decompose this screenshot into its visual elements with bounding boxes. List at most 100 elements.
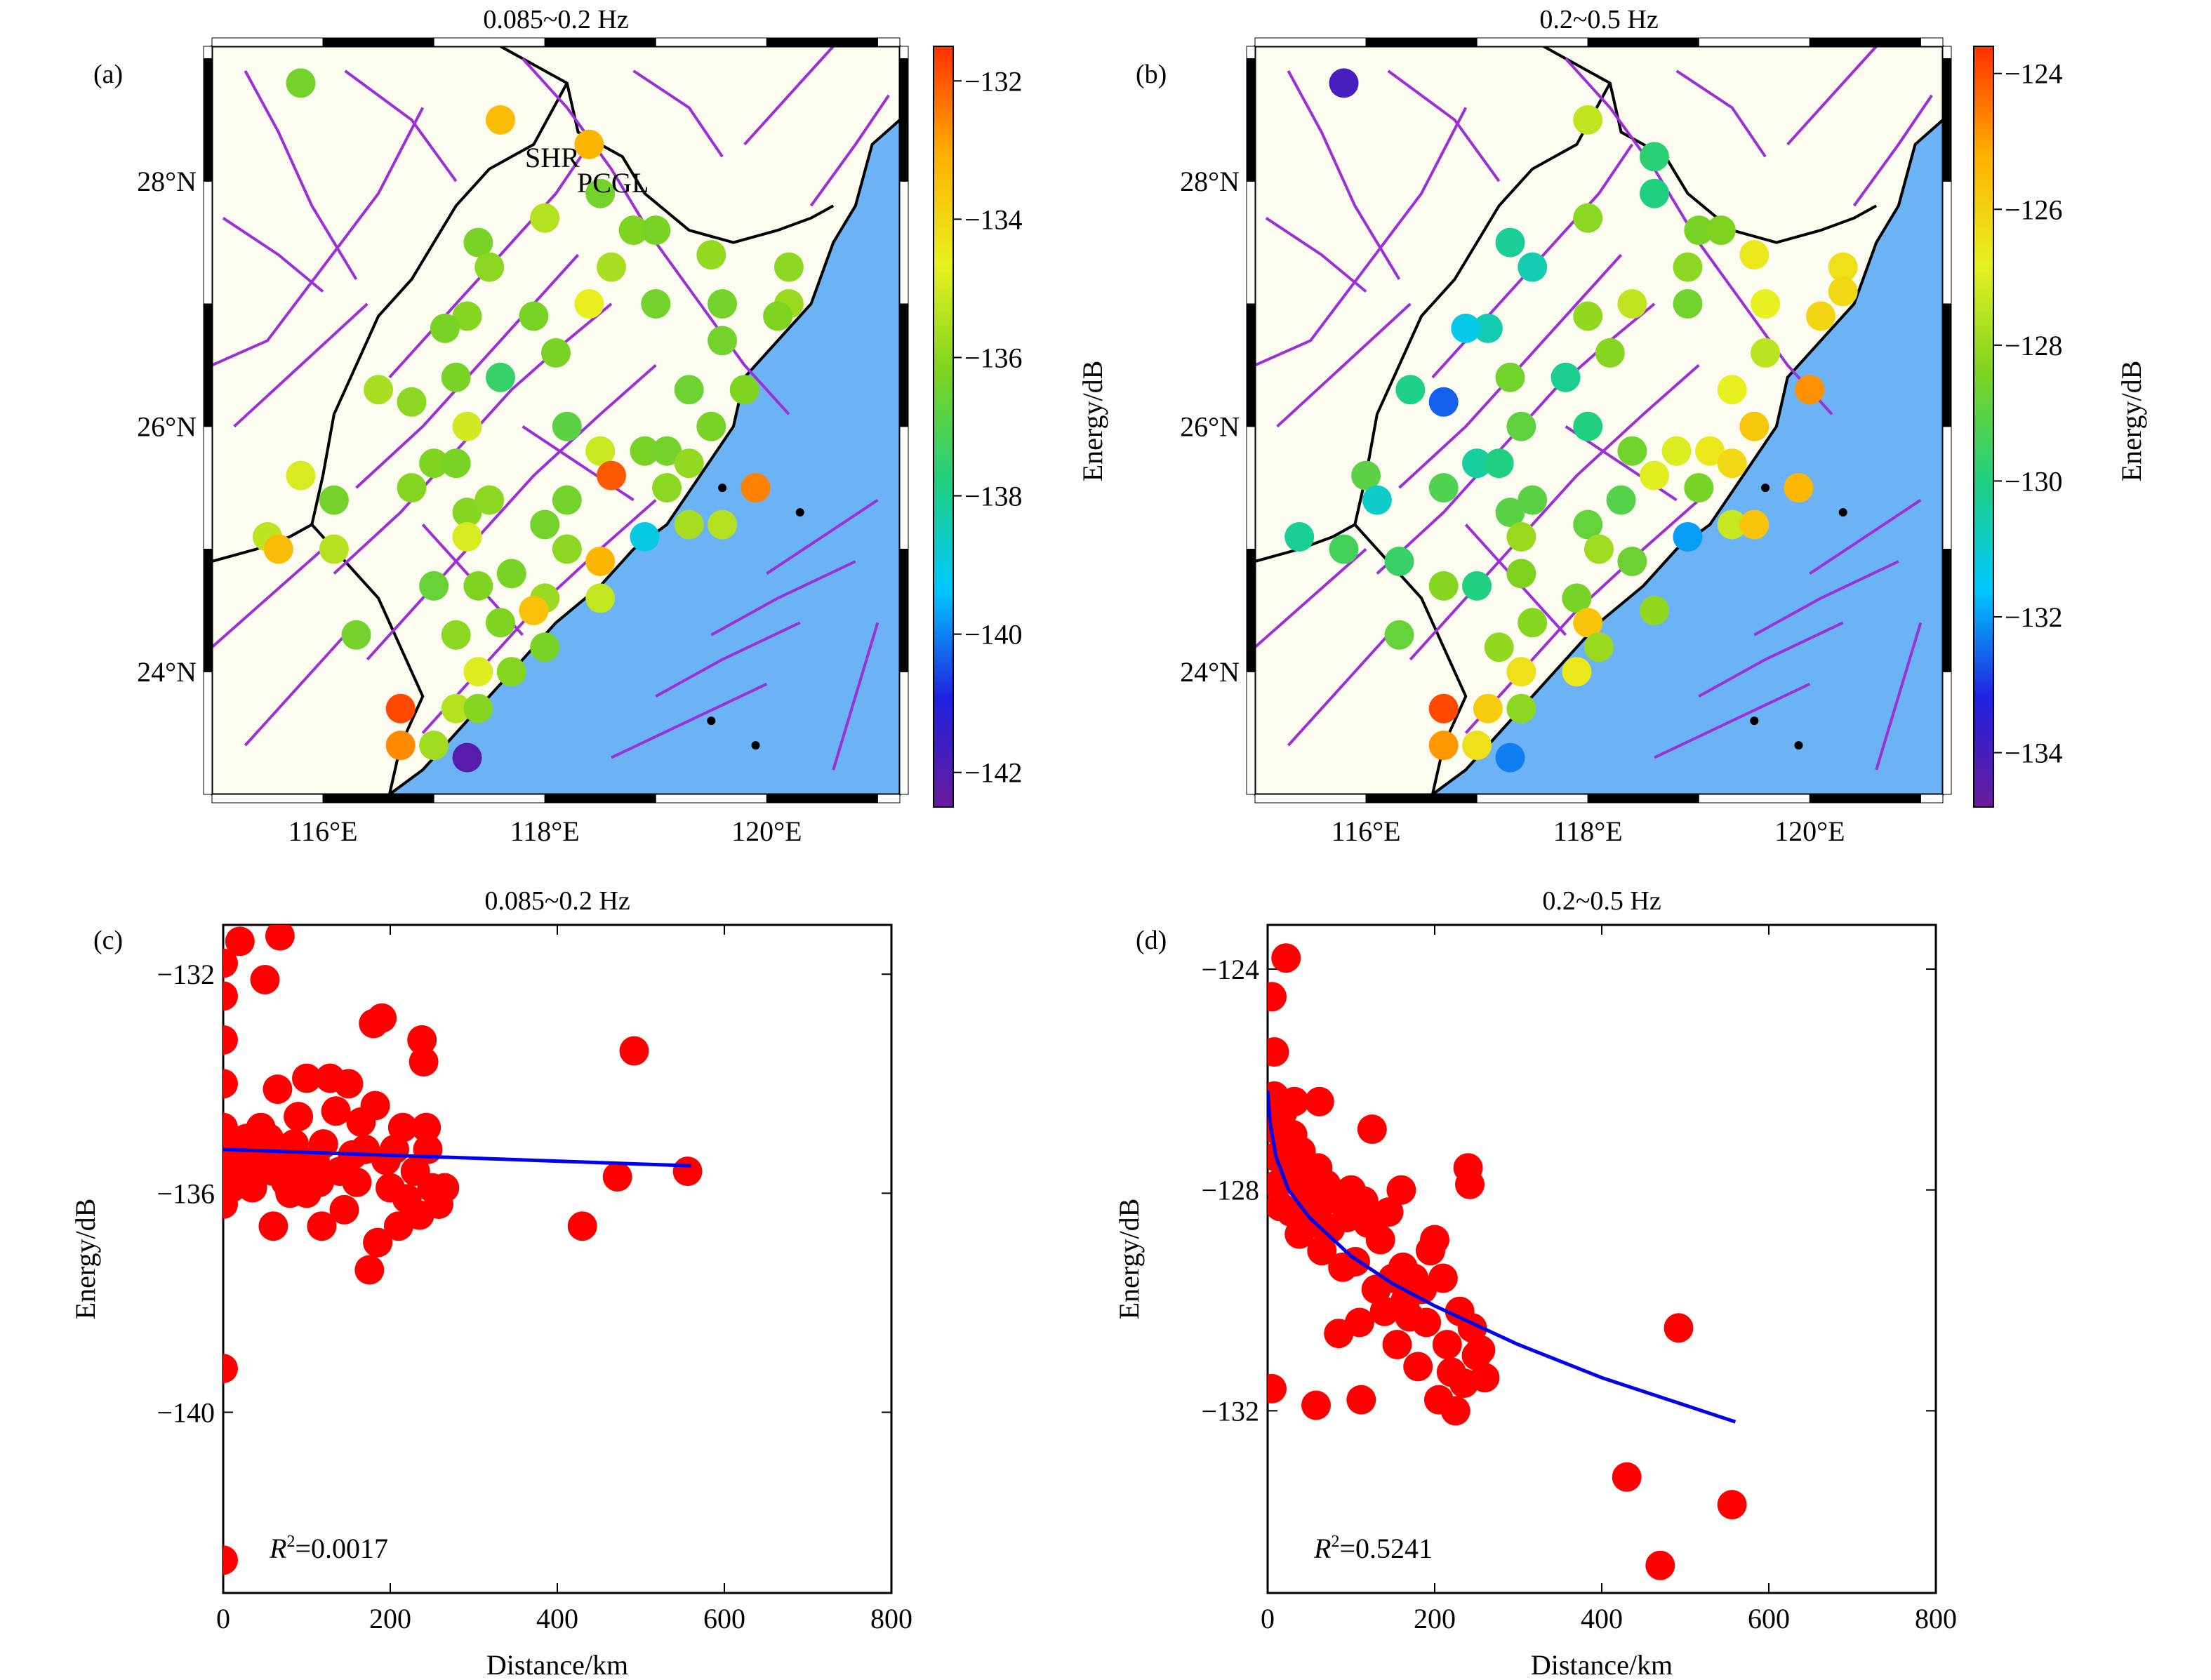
map-ticks-a: 116°E 118°E 120°E 28°N 26°N 24°N [137,166,802,847]
lat-tick-label: 26°N [1180,411,1240,443]
station-marker [1640,178,1669,208]
frame-bar [1942,548,1952,672]
station-marker [1562,657,1592,687]
data-point [342,1167,372,1197]
station-marker [496,559,526,589]
station-marker [1673,289,1703,319]
station-marker [674,509,704,540]
data-point [354,1255,385,1285]
sea-area [389,119,900,794]
fault-line [388,143,591,379]
y-axis-label-d: Energy/dB [1113,1199,1145,1320]
island [707,716,716,726]
data-point [250,965,280,994]
frame-bar [1246,671,1256,795]
frame-bar [899,180,909,305]
station-marker [1661,436,1692,466]
frame-bar [1942,426,1952,549]
data-point [1374,1197,1404,1227]
y-tick-label: −132 [1201,1395,1259,1427]
station-marker [585,583,616,613]
colorbar-b: −124 −126 −128 −130 −132 −134 [1973,46,2063,808]
station-marker [1595,338,1625,368]
data-point [672,1156,703,1187]
frame-bar [1942,671,1952,795]
fault-line [1809,498,1922,575]
data-point [367,1003,397,1033]
colorbar-tick-label: −134 [2005,738,2063,769]
data-point [223,1025,238,1055]
station-marker [486,105,515,135]
station-marker [1640,142,1669,172]
station-marker [1428,473,1459,503]
frame-bar [1920,37,1944,47]
plot-area-c: 0 200 400 600 800 −132 −136 −140 [157,924,912,1634]
frame-bar [322,37,434,47]
data-point [258,1211,288,1241]
frame-bar [1942,58,1952,182]
panel-label-a: (a) [93,60,123,89]
fault-line [1276,302,1412,428]
stations-b [1284,68,1858,773]
frame-bar [766,794,878,804]
data-point [411,1112,441,1142]
station-marker [1828,252,1858,282]
frame-bar [1254,37,1367,47]
data-point [1271,943,1301,973]
lon-tick-label: 120°E [731,815,802,847]
lat-tick-label: 26°N [137,411,197,443]
station-marker [319,485,349,515]
station-marker [1506,657,1536,687]
station-marker [630,436,660,466]
data-point [225,926,255,956]
data-point [1268,982,1287,1012]
station-marker [286,460,316,491]
station-marker [452,411,482,441]
colorbar-tick-label: −132 [964,65,1023,97]
fault-line [1698,621,1844,698]
station-marker [1606,485,1636,515]
frame-bar [211,794,324,804]
data-point [1268,1373,1287,1404]
fault-line [766,498,879,575]
station-marker [1484,448,1514,479]
frame-bar [544,37,656,47]
panel-title-c: 0.085~0.2 Hz [484,886,630,916]
frame-bar [1920,794,1944,804]
data-point [1346,1385,1376,1415]
data-point [1412,1307,1442,1338]
lon-tick-label: 118°E [1553,815,1623,847]
lon-tick-label: 118°E [510,815,580,847]
station-marker [1329,534,1359,564]
frame-bar [1246,180,1256,305]
station-marker [763,301,793,331]
frame-bar [899,426,909,549]
data-point [1440,1396,1470,1426]
station-marker [419,731,449,761]
station-marker [530,632,560,662]
frame-bar [1587,794,1699,804]
fault-line [222,217,324,293]
data-point [360,1091,390,1121]
r2-annotation-d: R2=0.5241 [1313,1533,1433,1564]
station-marker [597,460,626,491]
station-marker [585,436,616,466]
data-point [1386,1175,1416,1205]
data-point [1428,1263,1458,1293]
frame-bar [1809,37,1921,47]
colorbar-tick-label: −128 [2005,330,2063,361]
panel-title-d: 0.2~0.5 Hz [1542,886,1661,916]
frame-bar [203,671,213,795]
data-point [1301,1390,1331,1420]
lon-tick-label: 116°E [1332,815,1401,847]
station-marker [1573,509,1603,540]
station-marker [1428,731,1459,761]
frame-bar [877,794,901,804]
frame-bar [1476,794,1588,804]
colorbar-tick-label: −130 [2005,465,2063,497]
station-marker [441,693,471,724]
y-tick-label: −128 [1201,1175,1259,1206]
y-tick-label: −124 [1201,954,1259,985]
frame-bar [899,548,909,672]
fault-line [344,69,458,182]
